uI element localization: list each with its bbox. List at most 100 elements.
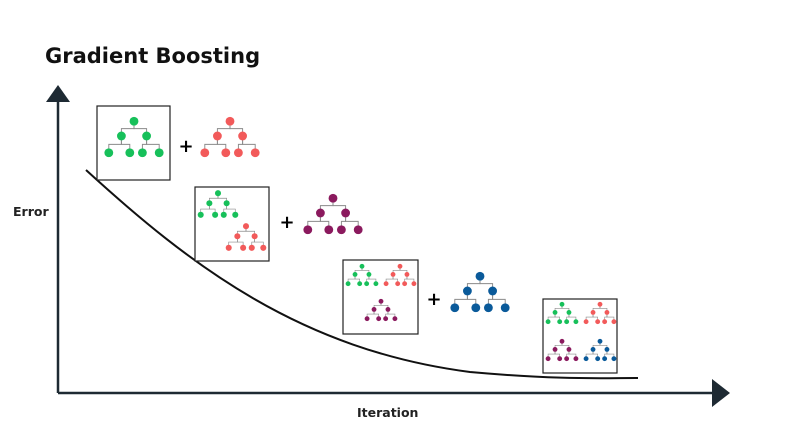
box-3-tree-2 — [383, 263, 417, 287]
tree-node — [411, 281, 417, 287]
tree-node — [590, 309, 596, 315]
tree-node — [234, 233, 241, 240]
plus-sign-3: + — [426, 289, 441, 310]
box-1-tree-1 — [104, 116, 164, 158]
tree-node — [353, 225, 363, 235]
tree-node — [225, 116, 235, 126]
tree-node — [604, 309, 610, 315]
tree-node — [450, 303, 460, 313]
tree-node — [583, 356, 589, 362]
tree-node — [223, 200, 230, 207]
tree-node — [154, 148, 164, 158]
tree-node — [545, 319, 551, 325]
tree-node — [251, 233, 258, 240]
tree-node — [402, 281, 408, 287]
tree-node — [233, 148, 243, 158]
tree-node — [125, 148, 135, 158]
added-tree-4 — [450, 271, 510, 313]
box-4-tree-2 — [583, 301, 617, 325]
tree-node — [611, 319, 617, 325]
tree-node — [566, 346, 572, 352]
tree-node — [214, 190, 222, 197]
tree-node — [604, 346, 610, 352]
tree-node — [573, 319, 579, 325]
tree-node — [397, 263, 403, 269]
tree-node — [597, 301, 603, 307]
tree-node — [324, 225, 334, 235]
box-4-tree-1 — [545, 301, 579, 325]
tree-node — [116, 131, 126, 141]
y-axis-arrow — [46, 85, 70, 102]
tree-node — [378, 298, 384, 304]
tree-node — [260, 244, 267, 251]
tree-node — [206, 200, 213, 207]
box-4-tree-4 — [583, 338, 617, 362]
box-3-tree-1 — [345, 263, 379, 287]
box-3-tree-3 — [364, 298, 398, 322]
tree-node — [200, 148, 210, 158]
tree-node — [221, 148, 231, 158]
tree-node — [573, 356, 579, 362]
tree-node — [336, 225, 346, 235]
tree-node — [345, 281, 351, 287]
tree-node — [602, 356, 608, 362]
tree-node — [383, 316, 389, 322]
tree-node — [225, 244, 232, 251]
tree-node — [303, 225, 313, 235]
tree-node — [373, 281, 379, 287]
tree-node — [590, 346, 596, 352]
tree-node — [352, 271, 358, 277]
tree-node — [471, 303, 481, 313]
y-axis-label: Error — [13, 204, 49, 219]
box-2-tree-1 — [197, 190, 239, 218]
tree-node — [559, 338, 565, 344]
tree-node — [566, 309, 572, 315]
tree-node — [602, 319, 608, 325]
added-tree-3 — [303, 193, 363, 235]
tree-node — [595, 319, 601, 325]
tree-node — [238, 131, 248, 141]
tree-node — [364, 281, 370, 287]
tree-node — [137, 148, 147, 158]
tree-node — [390, 271, 396, 277]
tree-node — [220, 211, 227, 218]
tree-node — [557, 356, 563, 362]
tree-node — [197, 211, 204, 218]
tree-node — [483, 303, 493, 313]
plus-sign-2: + — [279, 212, 294, 233]
box-2-tree-2 — [225, 223, 267, 251]
tree-node — [404, 271, 410, 277]
tree-node — [564, 319, 570, 325]
tree-node — [371, 306, 377, 312]
box-4-tree-3 — [545, 338, 579, 362]
tree-node — [364, 316, 370, 322]
tree-node — [242, 223, 250, 230]
tree-node — [557, 319, 563, 325]
tree-node — [545, 356, 551, 362]
tree-node — [395, 281, 401, 287]
tree-node — [142, 131, 152, 141]
tree-node — [315, 208, 325, 218]
tree-node — [552, 346, 558, 352]
tree-node — [583, 319, 589, 325]
x-axis-label: Iteration — [357, 405, 419, 420]
tree-node — [488, 286, 498, 296]
ensemble-box-2 — [194, 186, 270, 262]
tree-node — [341, 208, 351, 218]
tree-node — [383, 281, 389, 287]
tree-node — [611, 356, 617, 362]
tree-node — [597, 338, 603, 344]
tree-node — [462, 286, 472, 296]
tree-node — [212, 131, 222, 141]
tree-node — [552, 309, 558, 315]
tree-node — [232, 211, 239, 218]
tree-node — [500, 303, 510, 313]
error-curve — [85, 169, 639, 380]
tree-node — [376, 316, 382, 322]
added-tree-2 — [200, 116, 260, 158]
tree-node — [595, 356, 601, 362]
tree-node — [359, 263, 365, 269]
tree-node — [392, 316, 398, 322]
tree-node — [328, 193, 338, 203]
